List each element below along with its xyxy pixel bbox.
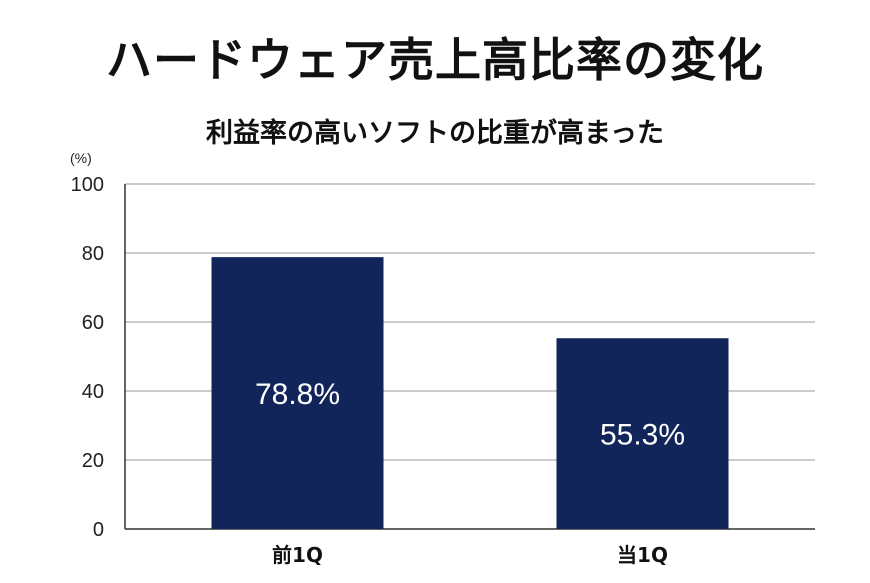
bar xyxy=(211,257,384,529)
x-category-label: 前1Q xyxy=(272,543,323,567)
y-tick-label: 20 xyxy=(82,450,104,472)
y-tick-label: 0 xyxy=(93,519,104,541)
bar-data-label: 78.8% xyxy=(255,378,340,411)
bars xyxy=(211,257,729,529)
y-axis-ticks: 0 20 40 60 80 100 xyxy=(71,174,104,541)
x-category-label: 当1Q xyxy=(617,543,668,567)
bar-data-label: 55.3% xyxy=(600,419,685,452)
chart-subtitle: 利益率の高いソフトの比重が高まった xyxy=(206,118,664,149)
data-labels: 78.8% 55.3% xyxy=(255,378,685,452)
bar xyxy=(556,338,729,529)
y-tick-label: 40 xyxy=(82,381,104,403)
y-tick-label: 60 xyxy=(82,312,104,334)
y-tick-label: 100 xyxy=(71,174,104,196)
y-axis-unit-label: (%) xyxy=(70,150,92,166)
chart-title: ハードウェア売上高比率の変化 xyxy=(106,33,764,87)
x-axis-categories: 前1Q 当1Q xyxy=(272,543,668,567)
y-tick-label: 80 xyxy=(82,243,104,265)
